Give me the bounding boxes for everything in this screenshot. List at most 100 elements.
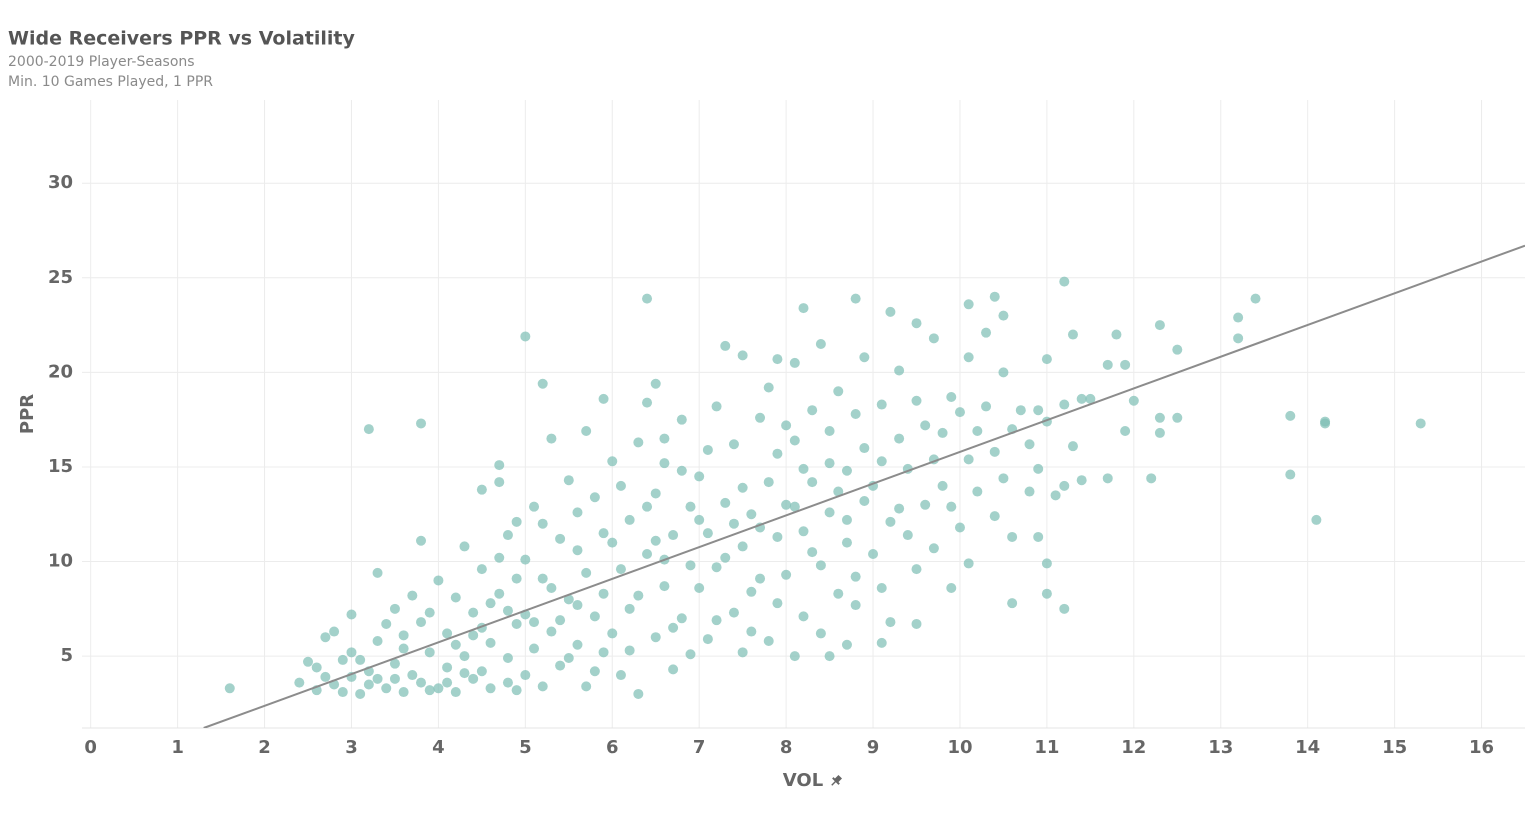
point: [659, 458, 670, 469]
point: [1172, 344, 1183, 355]
point: [763, 477, 774, 488]
point: [815, 628, 826, 639]
point: [746, 626, 757, 637]
point: [502, 605, 513, 616]
point: [928, 333, 939, 344]
point: [485, 683, 496, 694]
point: [589, 492, 600, 503]
point: [1120, 359, 1131, 370]
point: [555, 615, 566, 626]
point: [685, 560, 696, 571]
point: [868, 548, 879, 559]
point: [633, 437, 644, 448]
point: [537, 518, 548, 529]
point: [642, 548, 653, 559]
point: [1059, 399, 1070, 410]
point: [815, 339, 826, 350]
x-tick-label: 8: [780, 737, 793, 758]
point: [676, 465, 687, 476]
point: [824, 651, 835, 662]
point: [381, 618, 392, 629]
point: [433, 683, 444, 694]
point: [963, 299, 974, 310]
point: [841, 639, 852, 650]
point: [1154, 320, 1165, 331]
point: [1233, 333, 1244, 344]
point: [772, 531, 783, 542]
point: [624, 603, 635, 614]
point: [502, 653, 513, 664]
point: [720, 552, 731, 563]
point: [746, 509, 757, 520]
y-tick-label: 25: [48, 267, 73, 288]
point: [1285, 410, 1296, 421]
x-tick-label: 16: [1469, 737, 1494, 758]
x-tick-label: 10: [947, 737, 972, 758]
point: [494, 460, 505, 471]
point: [494, 588, 505, 599]
point: [711, 401, 722, 412]
x-tick-label: 1: [171, 737, 184, 758]
point: [363, 679, 374, 690]
point: [885, 306, 896, 317]
point: [529, 643, 540, 654]
point: [946, 583, 957, 594]
point: [650, 632, 661, 643]
point: [798, 463, 809, 474]
point: [972, 486, 983, 497]
point: [511, 573, 522, 584]
point: [615, 564, 626, 575]
point: [859, 443, 870, 454]
point: [1033, 463, 1044, 474]
point: [668, 622, 679, 633]
point: [494, 552, 505, 563]
chart-title: Wide Receivers PPR vs Volatility: [8, 28, 355, 50]
point: [737, 482, 748, 493]
point: [911, 618, 922, 629]
point: [685, 501, 696, 512]
point: [728, 607, 739, 618]
point: [581, 567, 592, 578]
point: [1059, 276, 1070, 287]
point: [728, 518, 739, 529]
point: [224, 683, 235, 694]
point: [624, 514, 635, 525]
point: [1024, 439, 1035, 450]
point: [911, 564, 922, 575]
point: [850, 409, 861, 419]
point: [702, 634, 713, 645]
chart-subtitle: Min. 10 Games Played, 1 PPR: [8, 74, 213, 90]
point: [833, 588, 844, 599]
x-tick-label: 7: [693, 737, 706, 758]
point: [755, 412, 766, 423]
point: [381, 683, 392, 694]
point: [329, 626, 340, 637]
point: [502, 530, 513, 541]
y-tick-label: 15: [48, 456, 73, 477]
point: [607, 628, 618, 639]
point: [468, 607, 479, 618]
plot: [203, 244, 1525, 728]
point: [1250, 293, 1261, 304]
point: [676, 613, 687, 624]
point: [442, 677, 453, 688]
point: [633, 688, 644, 699]
point: [520, 331, 531, 342]
pin-icon: [831, 774, 843, 786]
point: [781, 569, 792, 580]
point: [937, 427, 948, 438]
point: [511, 618, 522, 629]
point: [694, 514, 705, 525]
point: [911, 395, 922, 406]
point: [920, 499, 931, 510]
point: [294, 677, 305, 688]
point: [902, 530, 913, 541]
point: [398, 630, 409, 641]
point: [589, 666, 600, 677]
point: [989, 291, 1000, 302]
point: [763, 635, 774, 646]
point: [711, 615, 722, 626]
point: [1320, 416, 1331, 427]
point: [1076, 393, 1087, 404]
point: [894, 433, 905, 444]
